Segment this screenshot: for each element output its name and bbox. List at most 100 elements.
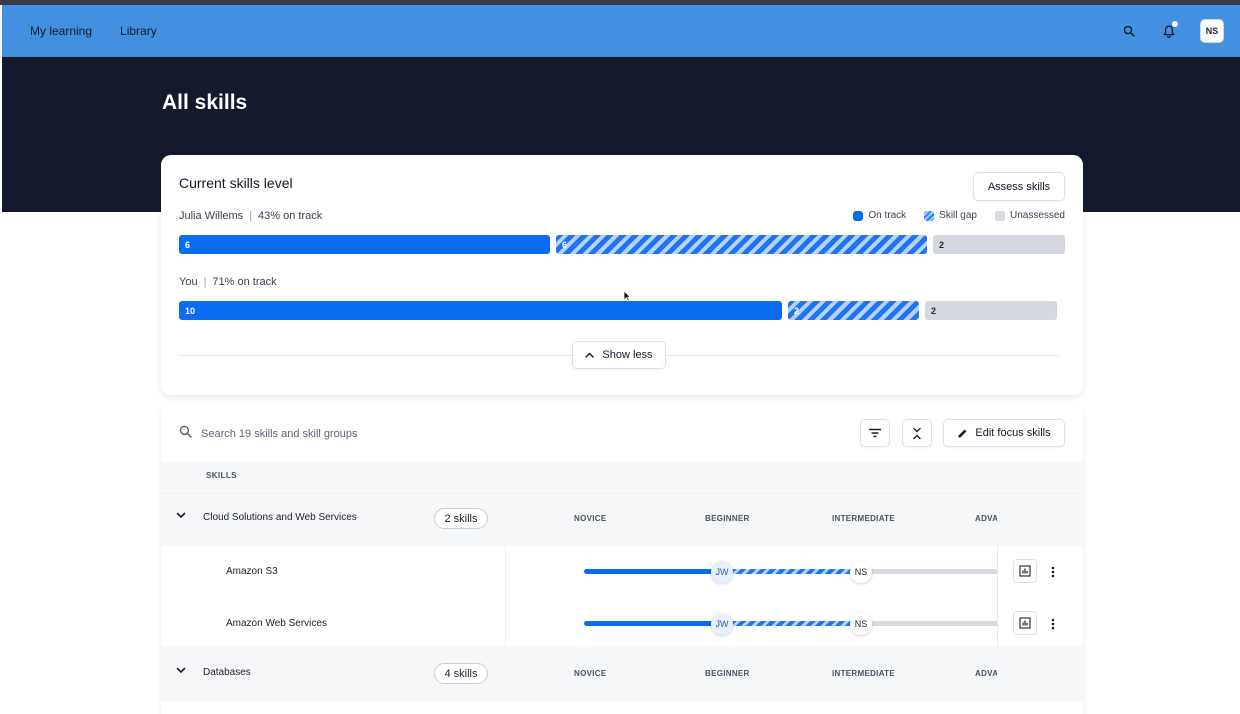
edit-focus-skills-label: Edit focus skills [975, 427, 1051, 439]
skill-group-row[interactable]: Databases 4 skills NOVICE BEGINNER INTER… [161, 646, 1083, 701]
page-title: All skills [162, 91, 248, 114]
skills-column-header: SKILLS [206, 471, 237, 480]
nav-my-learning[interactable]: My learning [30, 24, 93, 38]
search-icon [179, 425, 192, 443]
more-vertical-icon [1051, 618, 1055, 630]
track-unassessed [860, 569, 997, 574]
track-on-track [584, 569, 721, 574]
bar-chart-icon [1019, 617, 1031, 629]
mouse-cursor-icon [623, 290, 631, 302]
bar-on-track: 10 [179, 301, 782, 320]
skill-row: Amazon Web Services JW NS [161, 598, 1083, 650]
more-options-button[interactable] [1047, 562, 1059, 582]
filter-icon [869, 428, 881, 438]
edit-focus-skills-button[interactable]: Edit focus skills [943, 419, 1065, 447]
more-vertical-icon [1051, 566, 1055, 578]
unassessed-swatch [994, 210, 1005, 221]
skill-chart-button[interactable] [1013, 559, 1037, 583]
filter-button[interactable] [860, 419, 890, 447]
table-header: SKILLS [161, 462, 1083, 490]
legend-skill-gap: Skill gap [924, 210, 977, 221]
skills-bar-you: 10 2 2 [179, 301, 1057, 320]
person-name: Julia Willems [179, 210, 244, 222]
user-avatar[interactable]: NS [1200, 19, 1224, 43]
bar-unassessed: 2 [925, 301, 1057, 320]
chevron-down-icon[interactable] [176, 512, 186, 519]
skills-legend: On track Skill gap Unassessed [853, 210, 1065, 221]
track-skill-gap [721, 569, 860, 574]
bar-skill-gap: 2 [788, 301, 919, 320]
column-divider [997, 598, 998, 650]
skills-bar-julia: 6 6 2 [179, 235, 1065, 254]
legend-unassessed: Unassessed [994, 210, 1065, 221]
skills-level-title: Current skills level [179, 175, 293, 191]
level-header-beginner: BEGINNER [705, 514, 750, 523]
skill-name: Amazon S3 [226, 566, 278, 577]
chevron-down-icon[interactable] [176, 667, 186, 674]
user-level-marker-jw[interactable]: JW [711, 561, 733, 583]
user-level-marker-ns[interactable]: NS [850, 561, 872, 583]
bar-on-track: 6 [179, 235, 550, 254]
skill-gap-swatch [924, 210, 935, 221]
search-bar [179, 425, 501, 443]
skills-level-card: Current skills level Assess skills On tr… [161, 155, 1083, 395]
assess-skills-button[interactable]: Assess skills [973, 172, 1065, 201]
show-less-button[interactable]: Show less [572, 341, 666, 369]
person-on-track-percent: 71% on track [212, 276, 277, 288]
skill-name: Amazon Web Services [226, 618, 327, 629]
level-header-novice: NOVICE [574, 669, 607, 678]
collapse-all-button[interactable] [902, 419, 932, 447]
level-header-advanced: ADVA [975, 514, 997, 523]
legend-on-track: On track [853, 210, 906, 221]
skill-level-track: JW NS [584, 613, 997, 635]
skills-search-input[interactable] [201, 428, 501, 440]
search-icon[interactable] [1120, 22, 1138, 40]
more-options-button[interactable] [1047, 614, 1059, 634]
column-divider [505, 546, 506, 598]
bar-chart-icon [1019, 565, 1031, 577]
level-header-novice: NOVICE [574, 514, 607, 523]
skill-group-name: Cloud Solutions and Web Services [203, 512, 357, 523]
bell-icon[interactable] [1160, 21, 1178, 40]
notification-dot [1172, 21, 1178, 27]
person-on-track-percent: 43% on track [258, 210, 323, 222]
separator: | [249, 210, 253, 222]
skill-level-track: JW NS [584, 561, 997, 583]
skill-group-name: Databases [203, 667, 251, 678]
show-less-label: Show less [602, 349, 653, 361]
skill-count-badge: 2 skills [434, 508, 488, 529]
person-name: You [179, 276, 198, 288]
legend-skill-gap-label: Skill gap [939, 210, 977, 221]
skill-count-badge: 4 skills [434, 663, 488, 684]
level-header-beginner: BEGINNER [705, 669, 750, 678]
track-skill-gap [721, 621, 860, 626]
legend-on-track-label: On track [868, 210, 907, 221]
nav-actions: NS [1120, 5, 1224, 57]
level-header-advanced: ADVA [975, 669, 997, 678]
pencil-icon [958, 429, 967, 437]
track-unassessed [860, 621, 997, 626]
level-header-intermediate: INTERMEDIATE [832, 669, 896, 678]
user-level-marker-ns[interactable]: NS [850, 613, 872, 635]
bar-unassessed: 2 [933, 235, 1065, 254]
on-track-swatch [853, 210, 864, 221]
skills-table-card: Edit focus skills SKILLS Cloud Solutions… [161, 405, 1083, 714]
column-divider [505, 598, 506, 650]
chevron-up-icon [585, 352, 595, 358]
track-on-track [584, 621, 721, 626]
legend-unassessed-label: Unassessed [1009, 210, 1065, 221]
column-divider [997, 546, 998, 598]
top-navbar: My learning Library NS [2, 5, 1240, 57]
skill-chart-button[interactable] [1013, 611, 1037, 635]
skill-group-row[interactable]: Cloud Solutions and Web Services 2 skill… [161, 491, 1083, 546]
window-top-strip [0, 0, 1240, 5]
bar-skill-gap: 6 [556, 235, 927, 254]
person-summary-you: You | 71% on track [179, 276, 277, 288]
nav-library[interactable]: Library [120, 24, 157, 38]
collapse-icon [913, 427, 921, 439]
level-header-intermediate: INTERMEDIATE [832, 514, 896, 523]
separator: | [203, 276, 207, 288]
skill-row: Amazon S3 JW NS [161, 546, 1083, 598]
user-level-marker-jw[interactable]: JW [711, 613, 733, 635]
person-summary-julia: Julia Willems | 43% on track [179, 210, 322, 222]
